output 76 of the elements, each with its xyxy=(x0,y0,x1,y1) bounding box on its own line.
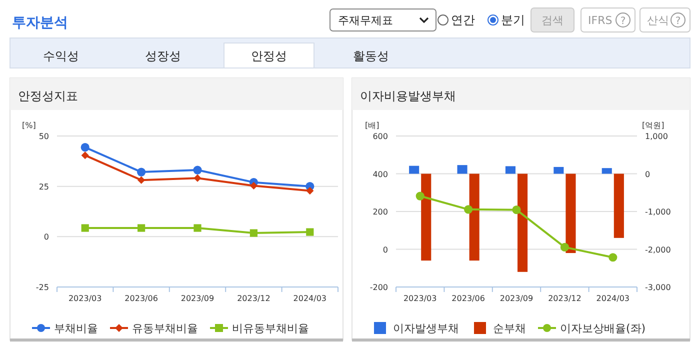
x-tick-label: 2023/06 xyxy=(124,294,158,303)
y-tick-label: -200 xyxy=(370,283,388,292)
point xyxy=(81,224,89,232)
text: 검색 xyxy=(542,14,564,27)
text: 수익성 xyxy=(43,49,79,63)
text: 산식 xyxy=(647,14,669,27)
bar xyxy=(566,174,576,254)
y-axis-title: [배] xyxy=(365,121,380,130)
legend-label: 순부채 xyxy=(493,322,526,335)
y-tick-label: 600 xyxy=(372,132,388,141)
text: 분기 xyxy=(501,13,525,27)
x-tick-label: 2023/03 xyxy=(403,294,437,303)
legend-label: 비유동부채비율 xyxy=(232,322,309,335)
legend-label: 유동부채비율 xyxy=(132,322,198,335)
point xyxy=(608,253,618,262)
y-tick-label: 0 xyxy=(44,232,49,242)
point xyxy=(464,205,473,214)
point xyxy=(560,242,569,252)
y2-tick-label: -2,000 xyxy=(645,245,671,254)
text: 주재무제표 xyxy=(338,14,393,27)
bar xyxy=(505,166,516,174)
y-tick-label: 400 xyxy=(372,170,388,179)
point xyxy=(194,174,202,182)
bar xyxy=(554,166,564,174)
x-tick-label: 2023/06 xyxy=(452,294,485,303)
y2-tick-label: -1,000 xyxy=(645,208,671,216)
x-tick-label: 2023/09 xyxy=(500,294,534,303)
bar xyxy=(614,174,624,238)
point xyxy=(138,224,146,232)
text: 활동성 xyxy=(353,49,389,63)
bar xyxy=(518,174,528,272)
chart-title: 안정성지표 xyxy=(18,89,78,103)
y-tick-label: -25 xyxy=(36,283,49,292)
text: 연간 xyxy=(451,13,475,27)
point xyxy=(193,166,202,174)
bar xyxy=(602,168,612,174)
y-axis-title: [%] xyxy=(22,121,36,130)
x-tick-label: 2023/12 xyxy=(237,294,270,303)
y2-axis-title: [억원] xyxy=(642,121,664,130)
y2-tick-label: 0 xyxy=(645,170,650,179)
text: 안정성 xyxy=(251,49,287,63)
point xyxy=(250,182,258,190)
text: IFRS xyxy=(588,14,612,27)
point xyxy=(306,186,314,195)
y-tick-label: 200 xyxy=(372,208,388,216)
bar xyxy=(409,166,420,174)
point xyxy=(81,152,89,160)
legend-label: 이자발생부채 xyxy=(393,322,459,335)
legend-label: 이자보상배율(좌) xyxy=(560,322,646,335)
y-tick-label: 25 xyxy=(38,182,49,192)
point xyxy=(138,176,146,184)
text: 성장성 xyxy=(145,49,181,63)
point xyxy=(250,229,258,237)
point xyxy=(194,224,202,232)
y2-tick-label: 1,000 xyxy=(645,132,668,141)
x-tick-label: 2024/03 xyxy=(596,294,630,303)
point xyxy=(306,228,314,236)
point xyxy=(416,192,424,200)
chart-title: 이자비용발생부채 xyxy=(360,89,456,103)
bar xyxy=(469,174,480,261)
y-tick-label: 0 xyxy=(382,245,388,254)
bar xyxy=(421,174,432,261)
text: 투자분석 xyxy=(12,15,68,31)
x-tick-label: 2023/03 xyxy=(68,294,102,303)
y-tick-label: 50 xyxy=(38,132,49,141)
y2-tick-label: -3,000 xyxy=(645,283,671,292)
text: ? xyxy=(620,16,626,27)
point xyxy=(137,168,146,176)
text: ? xyxy=(675,16,681,27)
point xyxy=(80,142,90,152)
bar xyxy=(457,165,468,174)
point xyxy=(512,206,521,214)
legend-label: 부채비율 xyxy=(54,322,98,335)
x-tick-label: 2023/09 xyxy=(180,294,214,303)
x-tick-label: 2023/12 xyxy=(548,294,582,303)
x-tick-label: 2024/03 xyxy=(293,294,327,303)
